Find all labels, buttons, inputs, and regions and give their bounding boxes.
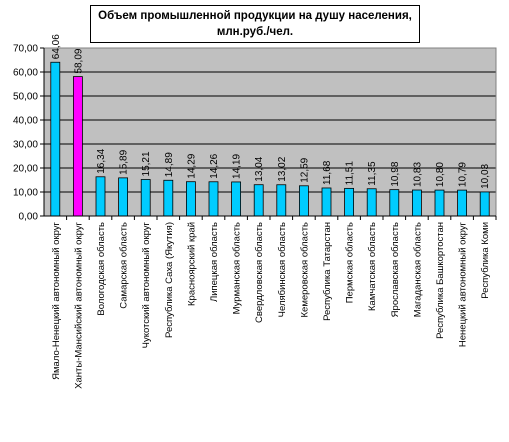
category-label: Ямало-Ненецкий автономный округ — [51, 221, 62, 379]
value-label: 10,80 — [435, 162, 446, 187]
bar — [253, 184, 264, 217]
y-tick-label: 70,00 — [13, 44, 38, 55]
value-label: 10,83 — [412, 162, 423, 187]
value-label: 10,03 — [480, 163, 491, 188]
y-tick-label: 60,00 — [13, 68, 38, 79]
category-label: Пермская область — [345, 222, 356, 303]
value-label: 14,89 — [164, 152, 175, 177]
y-tick-label: 10,00 — [13, 188, 38, 199]
bar — [231, 181, 242, 217]
bar — [208, 181, 219, 217]
bar — [95, 176, 106, 217]
value-label: 14,29 — [186, 153, 197, 178]
category-label: Липецкая область — [209, 222, 220, 302]
category-label: Челябинская область — [277, 222, 288, 317]
category-label: Ярославская область — [390, 222, 401, 317]
bar — [457, 189, 468, 217]
value-labels: 64,06 58,09 16,34 15,89 15,21 14,89 14,29 14,26… — [51, 34, 491, 189]
value-label: 16,34 — [96, 148, 107, 173]
value-label: 58,09 — [73, 48, 84, 73]
y-tick-label: 40,00 — [13, 116, 38, 127]
category-label: Республика Татарстан — [322, 222, 333, 321]
category-label: Камчатская область — [367, 222, 378, 311]
category-label: Вологодская область — [96, 222, 107, 316]
bar — [411, 189, 422, 217]
bar — [276, 184, 287, 217]
bar — [434, 189, 445, 217]
value-label: 14,26 — [209, 153, 220, 178]
axes — [43, 47, 497, 220]
y-tick-label: 20,00 — [13, 164, 38, 175]
category-label: Республика Саха (Якутия) — [164, 222, 175, 338]
category-labels: Ямало-Ненецкий автономный округ Ханты-Ман… — [51, 221, 491, 388]
value-label: 64,06 — [51, 34, 62, 59]
bar — [366, 188, 377, 217]
category-label: Самарская область — [119, 222, 130, 309]
category-label: Магаданская область — [412, 222, 423, 317]
category-label: Республика Башкортостан — [435, 222, 446, 339]
y-tick-labels: 0,00 10,00 20,00 30,00 40,00 50,00 60,00 70,00 — [13, 44, 44, 223]
value-label: 15,21 — [141, 151, 152, 176]
value-label: 13,04 — [254, 156, 265, 181]
category-label: Чукотский автономный округ — [141, 221, 152, 348]
bar — [73, 76, 83, 217]
bar — [50, 61, 61, 217]
chart-title: Объем промышленной продукции на душу нас… — [90, 5, 420, 43]
bar — [140, 179, 151, 217]
category-label: Ханты-Мансийский автономный округ — [73, 221, 84, 388]
value-label: 15,89 — [119, 149, 130, 174]
bar — [389, 189, 400, 217]
bar — [298, 185, 309, 217]
category-label: Кемеровская область — [299, 222, 310, 318]
value-label: 10,98 — [390, 161, 401, 186]
y-tick-label: 0,00 — [19, 212, 39, 223]
plot-area — [44, 48, 496, 216]
chart-title-line-2: млн.руб./чел. — [216, 26, 294, 38]
bar — [344, 187, 355, 217]
category-label: Свердловская область — [254, 222, 265, 323]
bar — [163, 179, 174, 217]
value-label: 14,19 — [232, 153, 243, 178]
category-label: Красноярский край — [186, 222, 197, 306]
y-tick-label: 50,00 — [13, 92, 38, 103]
category-label: Ненецкий автономный округ — [458, 221, 469, 347]
y-tick-label: 30,00 — [13, 140, 38, 151]
value-label: 11,51 — [345, 161, 356, 186]
value-label: 10,79 — [458, 162, 469, 187]
value-label: 11,68 — [322, 160, 333, 185]
category-label: Республика Коми — [480, 222, 491, 299]
category-label: Мурманская область — [232, 222, 243, 314]
bar — [479, 191, 490, 217]
bar — [118, 177, 128, 217]
bar — [185, 181, 196, 217]
value-label: 11,35 — [367, 161, 378, 186]
bar — [321, 187, 332, 217]
value-label: 13,02 — [277, 156, 288, 181]
value-label: 12,59 — [299, 157, 310, 182]
chart-title-line-1: Объем промышленной продукции на душу нас… — [98, 10, 412, 22]
